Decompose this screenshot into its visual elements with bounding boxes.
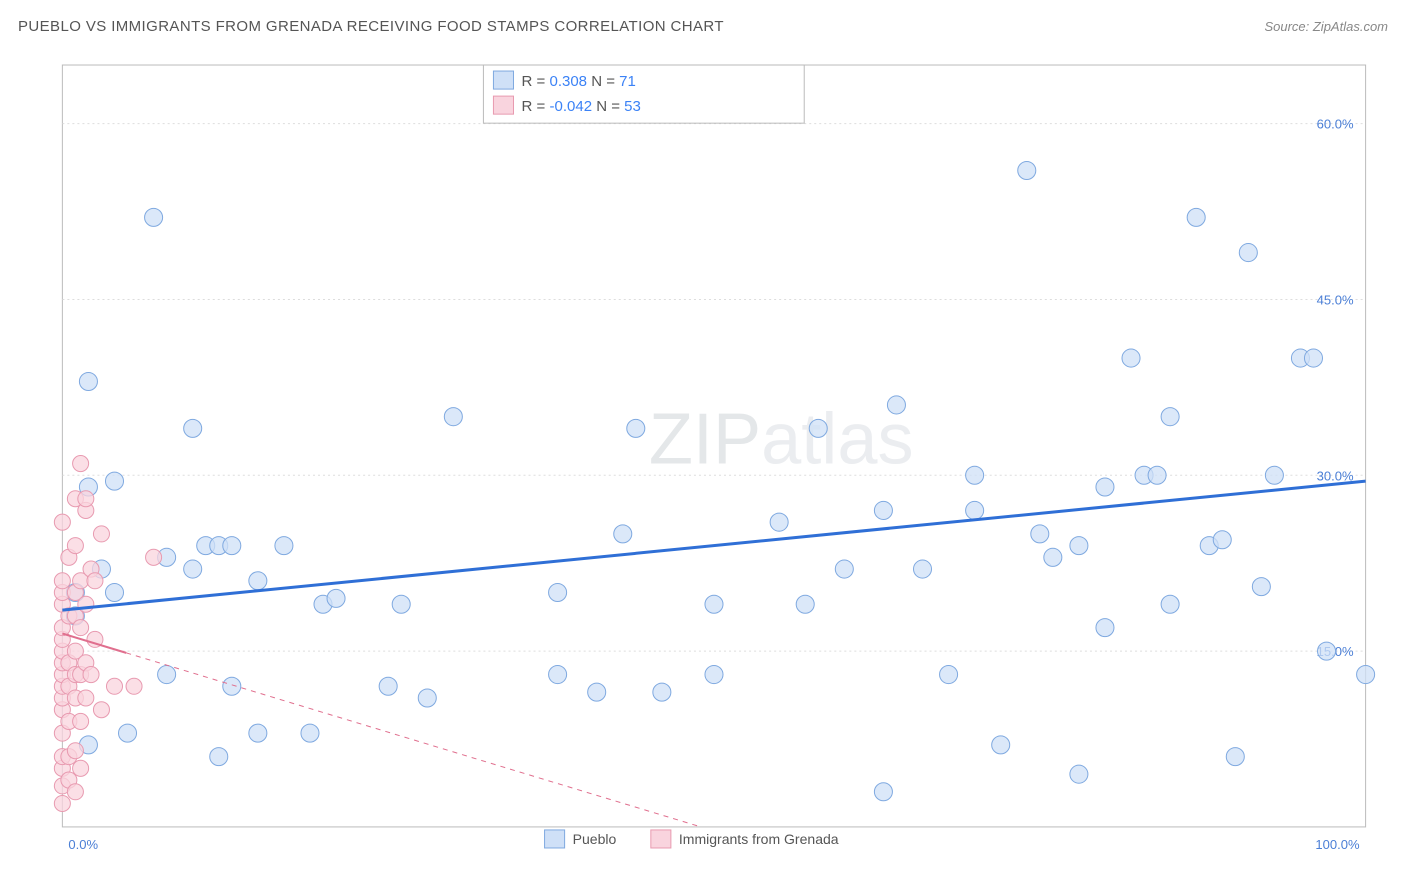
data-point (119, 724, 137, 742)
data-point (158, 666, 176, 684)
data-point (54, 573, 70, 589)
legend-label: Immigrants from Grenada (679, 831, 839, 847)
corr-stats: R = -0.042 N = 53 (522, 98, 641, 115)
data-point (327, 589, 345, 607)
corr-swatch (493, 71, 513, 89)
data-point (79, 372, 97, 390)
data-point (54, 514, 70, 530)
data-point (1213, 531, 1231, 549)
data-point (106, 678, 122, 694)
data-point (874, 783, 892, 801)
data-point (249, 724, 267, 742)
data-point (275, 537, 293, 555)
legend-swatch (545, 830, 565, 848)
data-point (1317, 642, 1335, 660)
data-point (1096, 619, 1114, 637)
data-point (73, 713, 89, 729)
data-point (1187, 208, 1205, 226)
source-label: Source: ZipAtlas.com (1264, 19, 1388, 34)
data-point (249, 572, 267, 590)
data-point (940, 666, 958, 684)
data-point (444, 408, 462, 426)
data-point (1265, 466, 1283, 484)
data-point (809, 419, 827, 437)
data-point (614, 525, 632, 543)
data-point (1304, 349, 1322, 367)
data-point (67, 743, 83, 759)
data-point (1239, 244, 1257, 262)
data-point (73, 760, 89, 776)
data-point (1357, 666, 1375, 684)
data-point (78, 596, 94, 612)
data-point (1096, 478, 1114, 496)
data-point (67, 538, 83, 554)
data-point (126, 678, 142, 694)
data-point (1161, 595, 1179, 613)
data-point (418, 689, 436, 707)
data-point (1070, 765, 1088, 783)
data-point (1018, 161, 1036, 179)
corr-swatch (493, 96, 513, 114)
x-tick-label: 100.0% (1315, 837, 1360, 852)
data-point (184, 419, 202, 437)
legend-swatch (651, 830, 671, 848)
data-point (1031, 525, 1049, 543)
data-point (549, 666, 567, 684)
data-point (887, 396, 905, 414)
data-point (588, 683, 606, 701)
data-point (223, 537, 241, 555)
data-point (992, 736, 1010, 754)
data-point (966, 466, 984, 484)
y-tick-label: 30.0% (1317, 468, 1354, 483)
x-tick-label: 0.0% (68, 837, 98, 852)
data-point (54, 795, 70, 811)
data-point (796, 595, 814, 613)
data-point (146, 549, 162, 565)
data-point (1070, 537, 1088, 555)
scatter-chart: 15.0%30.0%45.0%60.0%ZIPatlas0.0%100.0%Pu… (50, 55, 1388, 857)
data-point (93, 702, 109, 718)
legend-label: Pueblo (573, 831, 617, 847)
data-point (835, 560, 853, 578)
data-point (301, 724, 319, 742)
chart-title: PUEBLO VS IMMIGRANTS FROM GRENADA RECEIV… (18, 18, 724, 35)
data-point (392, 595, 410, 613)
data-point (966, 501, 984, 519)
data-point (770, 513, 788, 531)
data-point (184, 560, 202, 578)
data-point (653, 683, 671, 701)
corr-stats: R = 0.308 N = 71 (522, 73, 636, 90)
data-point (379, 677, 397, 695)
data-point (1161, 408, 1179, 426)
data-point (1252, 578, 1270, 596)
data-point (549, 583, 567, 601)
data-point (874, 501, 892, 519)
data-point (105, 583, 123, 601)
data-point (210, 748, 228, 766)
data-point (93, 526, 109, 542)
y-tick-label: 60.0% (1317, 117, 1354, 132)
data-point (223, 677, 241, 695)
watermark: ZIPatlas (649, 400, 914, 480)
data-point (1226, 748, 1244, 766)
data-point (145, 208, 163, 226)
data-point (78, 690, 94, 706)
y-tick-label: 45.0% (1317, 292, 1354, 307)
data-point (105, 472, 123, 490)
chart-area: 15.0%30.0%45.0%60.0%ZIPatlas0.0%100.0%Pu… (50, 55, 1388, 857)
data-point (67, 784, 83, 800)
data-point (78, 491, 94, 507)
data-point (87, 573, 103, 589)
data-point (1148, 466, 1166, 484)
data-point (913, 560, 931, 578)
data-point (627, 419, 645, 437)
data-point (1044, 548, 1062, 566)
data-point (705, 595, 723, 613)
data-point (73, 456, 89, 472)
data-point (705, 666, 723, 684)
data-point (73, 620, 89, 636)
data-point (83, 667, 99, 683)
data-point (1122, 349, 1140, 367)
